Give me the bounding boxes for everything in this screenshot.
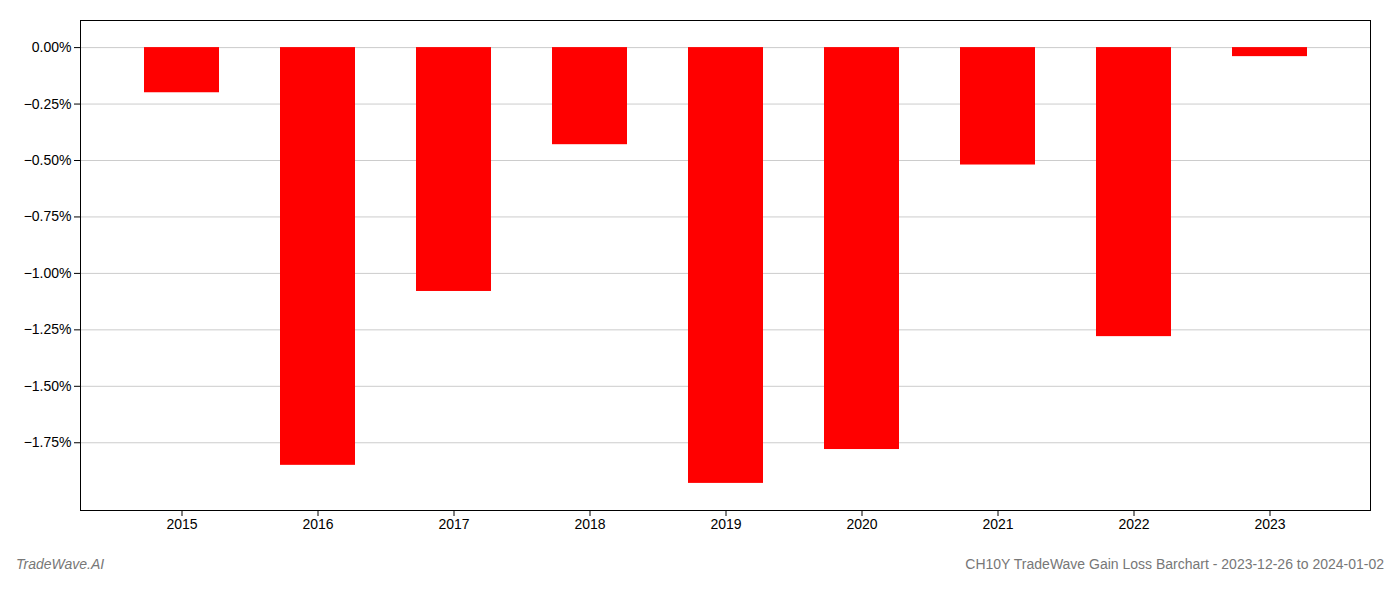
svg-text:−1.00%: −1.00% — [24, 265, 72, 281]
svg-text:2020: 2020 — [846, 516, 877, 532]
svg-text:0.00%: 0.00% — [32, 39, 72, 55]
svg-text:2022: 2022 — [1118, 516, 1149, 532]
svg-text:−0.50%: −0.50% — [24, 152, 72, 168]
svg-text:2018: 2018 — [574, 516, 605, 532]
svg-text:2017: 2017 — [438, 516, 469, 532]
svg-text:−0.75%: −0.75% — [24, 208, 72, 224]
html-text:TradeWave.AI: TradeWave.AI — [16, 556, 105, 572]
svg-text:−1.25%: −1.25% — [24, 321, 72, 337]
svg-text:2023: 2023 — [1254, 516, 1285, 532]
svg-text:2016: 2016 — [302, 516, 333, 532]
svg-text:−1.75%: −1.75% — [24, 434, 72, 450]
svg-text:2021: 2021 — [982, 516, 1013, 532]
svg-text:−1.50%: −1.50% — [24, 378, 72, 394]
svg-text:2015: 2015 — [166, 516, 197, 532]
svg-text:2019: 2019 — [710, 516, 741, 532]
svg-text:−0.25%: −0.25% — [24, 96, 72, 112]
html-text:CH10Y TradeWave Gain Loss Barc: CH10Y TradeWave Gain Loss Barchart - 202… — [965, 556, 1384, 572]
